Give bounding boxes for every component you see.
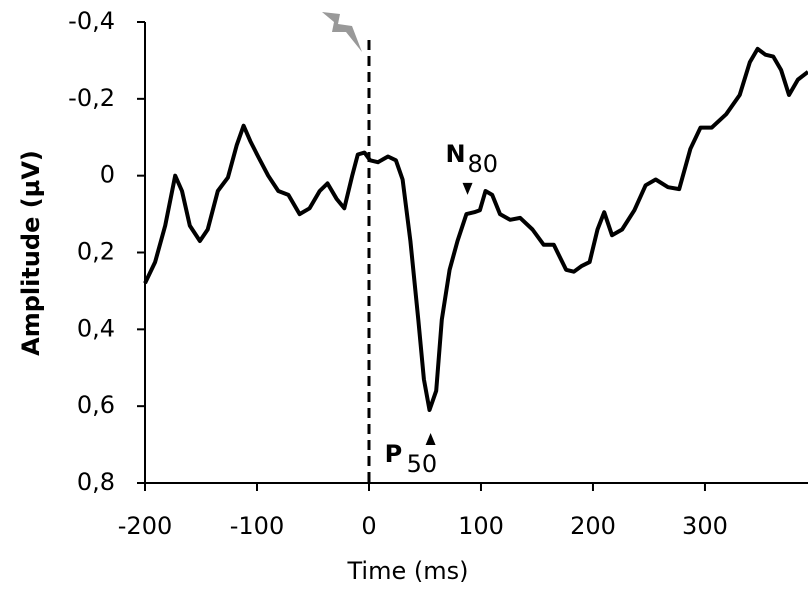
x-tick-label: 100 (458, 512, 504, 540)
annotation-arrow (425, 433, 436, 446)
y-axis-title: Amplitude (µV) (17, 150, 45, 356)
annotation-subscript: 50 (407, 450, 438, 478)
x-tick-label: 200 (570, 512, 616, 540)
annotation-label: N (446, 140, 466, 168)
stimulus-icon (322, 12, 362, 52)
x-tick-label: -200 (118, 512, 172, 540)
annotation-arrow (462, 182, 473, 195)
annotation-label: P (385, 440, 403, 468)
x-axis-title: Time (ms) (347, 557, 469, 585)
y-tick-label: 0,6 (77, 391, 115, 419)
y-tick-label: 0,4 (77, 314, 115, 342)
x-tick-label: 0 (361, 512, 376, 540)
y-tick-label: 0 (100, 161, 115, 189)
y-tick-label: 0,8 (77, 468, 115, 496)
x-tick-label: 300 (682, 512, 728, 540)
line-series (143, 46, 808, 412)
y-tick-label: 0,2 (77, 238, 115, 266)
y-tick-label: -0,2 (68, 84, 115, 112)
annotation-subscript: 80 (468, 150, 499, 178)
x-tick-label: -100 (230, 512, 284, 540)
y-tick-label: -0,4 (68, 7, 115, 35)
